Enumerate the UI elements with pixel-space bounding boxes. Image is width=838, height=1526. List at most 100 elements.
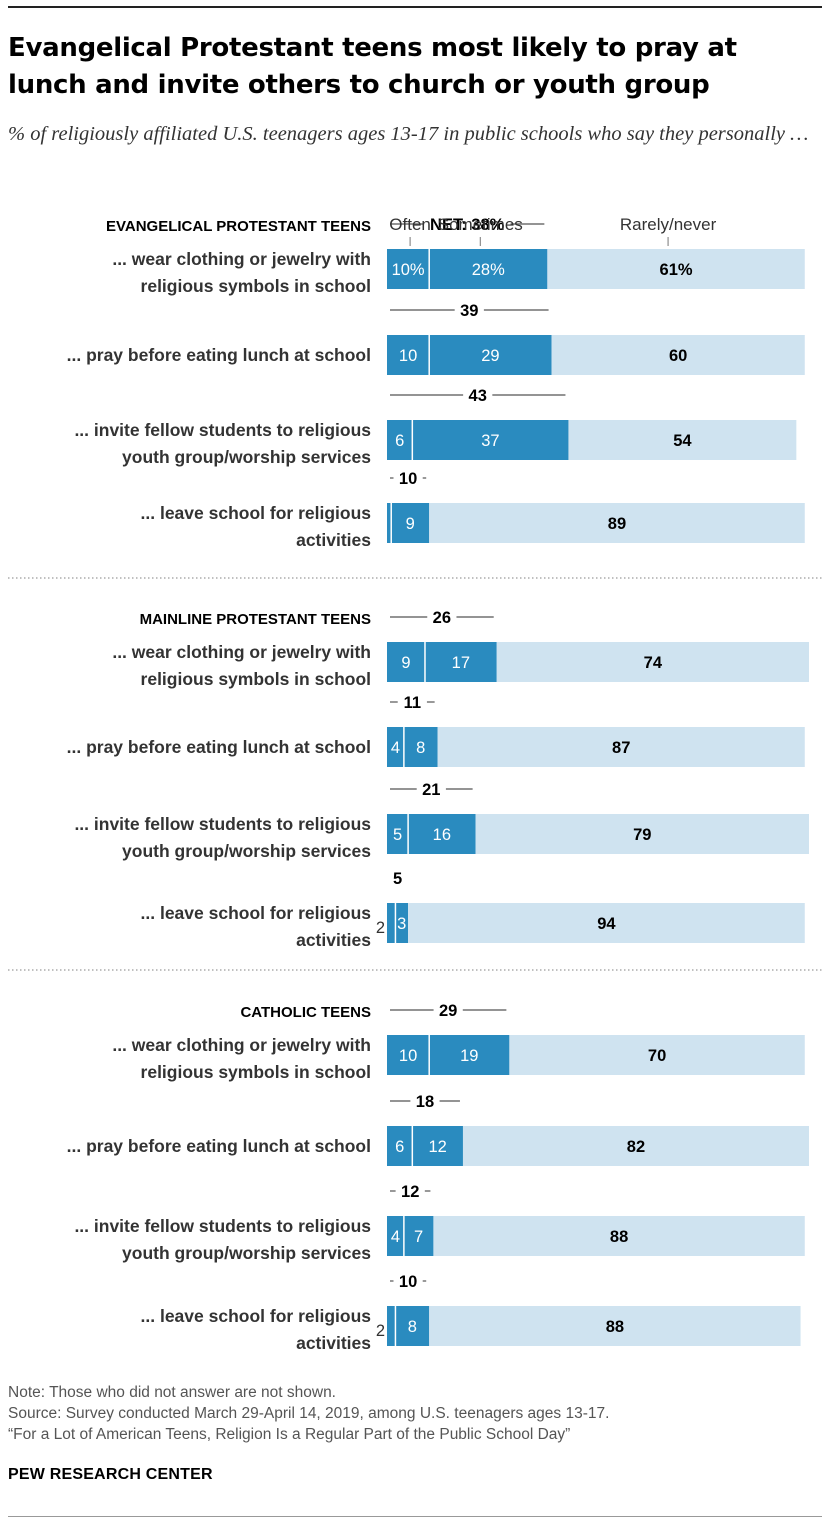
brand-logo-text: PEW RESEARCH CENTER [8,1466,213,1483]
bar-rarely [429,503,805,543]
net-label: NET: 38% [430,216,505,234]
data-label-often: 4 [391,739,400,757]
net-label: 21 [422,781,440,799]
bar-rarely [509,1035,805,1075]
data-label-often: 2 [376,1322,385,1340]
data-label-sometimes: 29 [481,347,499,365]
report-title-text: “For a Lot of American Teens, Religion I… [8,1426,571,1443]
bar-sometimes [395,903,409,943]
bar-often [387,727,404,767]
data-label-often: 6 [395,1138,404,1156]
group-heading: MAINLINE PROTESTANT TEENS [140,611,371,628]
category-label: ... leave school for religious [141,903,372,923]
bar-sometimes [403,727,438,767]
category-label: ... pray before eating lunch at school [67,737,371,757]
bar-rarely [475,814,809,854]
category-label: youth group/worship services [122,1243,371,1263]
category-label: youth group/worship services [122,447,371,467]
data-label-rarely: 89 [608,515,626,533]
net-label: 18 [416,1093,434,1111]
data-label-sometimes: 3 [397,915,406,933]
footnotes: Note: Those who did not answer are not s… [8,1382,828,1445]
bar-sometimes [429,1035,510,1075]
bottom-rule [8,1516,822,1517]
data-label-rarely: 82 [627,1138,645,1156]
group-heading: CATHOLIC TEENS [240,1004,371,1021]
data-label-rarely: 94 [597,915,616,933]
category-label: ... pray before eating lunch at school [67,345,371,365]
bar-often [387,420,413,460]
bar-often [387,249,430,289]
note-text: Note: Those who did not answer are not s… [8,1384,336,1401]
category-label: religious symbols in school [141,276,371,296]
data-label-rarely: 74 [644,654,663,672]
bar-sometimes [429,249,548,289]
category-label: activities [296,930,371,950]
net-label: 10 [399,1273,417,1291]
data-label-rarely: 87 [612,739,630,757]
legend-label: Sometimes [438,215,523,234]
data-label-often: 9 [401,654,410,672]
bar-sometimes [391,503,430,543]
category-label: activities [296,1333,371,1353]
bar-rarely [496,642,809,682]
bar-rarely [462,1126,809,1166]
top-rule [8,6,822,8]
data-label-sometimes: 19 [460,1047,478,1065]
data-label-often: 4 [391,1228,400,1246]
bar-rarely [547,249,805,289]
bar-often [387,642,425,682]
data-label-rarely: 79 [633,826,651,844]
bar-rarely [429,1306,801,1346]
data-label-sometimes: 17 [452,654,470,672]
category-label: ... invite fellow students to religious [74,420,371,440]
stacked-bar-chart: EVANGELICAL PROTESTANT TEENS ... wear clo… [8,215,822,1353]
bar-sometimes [395,1306,430,1346]
data-label-sometimes: 9 [406,515,415,533]
data-label-often: 10 [399,1047,417,1065]
data-label-rarely: 88 [610,1228,628,1246]
bar-rarely [408,903,805,943]
legend-label: Rarely/never [620,215,717,234]
bar-sometimes [403,1216,434,1256]
bar-often [387,1216,404,1256]
category-label: ... wear clothing or jewelry with [112,249,371,269]
bar-rarely [568,420,797,460]
net-label: 29 [439,1002,457,1020]
bar-rarely [437,727,805,767]
data-label-rarely: 70 [648,1047,666,1065]
net-label: 11 [404,694,421,712]
data-label-sometimes: 37 [481,432,499,450]
category-label: youth group/worship services [122,841,371,861]
net-label: 5 [393,870,402,888]
chart-subtitle: % of religiously affiliated U.S. teenage… [8,123,809,145]
legend-label: Often [389,215,431,234]
data-label-rarely: 60 [669,347,687,365]
bar-often [387,1126,413,1166]
data-label-sometimes: 12 [428,1138,446,1156]
group-heading: EVANGELICAL PROTESTANT TEENS [106,218,371,235]
bar-often [387,503,392,543]
data-label-often: 10% [392,261,425,279]
data-label-often: 2 [376,919,385,937]
bar-rarely [551,335,805,375]
bar-often [387,903,396,943]
category-label: ... pray before eating lunch at school [67,1136,371,1156]
source-text: Source: Survey conducted March 29-April … [8,1405,610,1422]
data-label-sometimes: 8 [408,1318,417,1336]
category-label: ... invite fellow students to religious [74,1216,371,1236]
bar-often [387,814,409,854]
data-label-sometimes: 7 [414,1228,423,1246]
data-label-often: 6 [395,432,404,450]
bar-often [387,1035,430,1075]
data-label-rarely: 61% [660,261,693,279]
category-label: ... leave school for religious [141,1306,372,1326]
bar-sometimes [412,1126,463,1166]
bar-sometimes [424,642,497,682]
category-label: ... invite fellow students to religious [74,814,371,834]
category-label: activities [296,530,371,550]
net-label: 39 [460,302,478,320]
data-label-sometimes: 16 [433,826,451,844]
bar-sometimes [408,814,476,854]
data-label-rarely: 88 [606,1318,624,1336]
